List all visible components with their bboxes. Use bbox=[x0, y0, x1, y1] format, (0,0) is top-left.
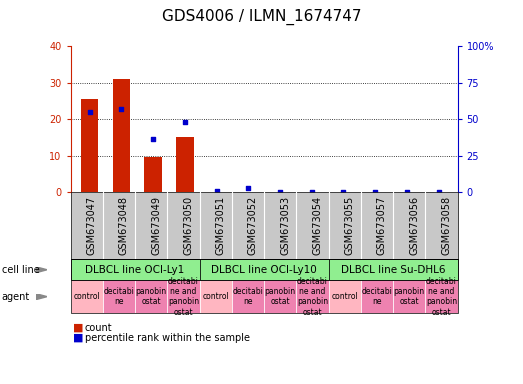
Text: GSM673049: GSM673049 bbox=[151, 196, 161, 255]
Point bbox=[85, 109, 94, 115]
Text: control: control bbox=[202, 292, 229, 301]
Text: GDS4006 / ILMN_1674747: GDS4006 / ILMN_1674747 bbox=[162, 9, 361, 25]
Text: decitabi
ne and
panobin
ostat: decitabi ne and panobin ostat bbox=[297, 276, 328, 317]
Text: control: control bbox=[332, 292, 358, 301]
Text: GSM673052: GSM673052 bbox=[248, 196, 258, 255]
Point bbox=[403, 189, 411, 195]
Text: decitabi
ne and
panobin
ostat: decitabi ne and panobin ostat bbox=[168, 276, 199, 317]
Text: GSM673048: GSM673048 bbox=[119, 196, 129, 255]
Point bbox=[149, 136, 157, 142]
Bar bbox=[144, 157, 162, 192]
Text: DLBCL line OCI-Ly1: DLBCL line OCI-Ly1 bbox=[85, 265, 185, 275]
Text: decitabi
ne: decitabi ne bbox=[361, 287, 392, 306]
Text: panobin
ostat: panobin ostat bbox=[135, 287, 167, 306]
Text: GSM673054: GSM673054 bbox=[313, 196, 323, 255]
Point bbox=[339, 189, 348, 195]
Bar bbox=[81, 99, 98, 192]
Text: panobin
ostat: panobin ostat bbox=[394, 287, 425, 306]
Polygon shape bbox=[36, 266, 47, 273]
Text: GSM673058: GSM673058 bbox=[441, 196, 451, 255]
Text: decitabi
ne and
panobin
ostat: decitabi ne and panobin ostat bbox=[426, 276, 457, 317]
Text: agent: agent bbox=[2, 291, 30, 302]
Text: GSM673050: GSM673050 bbox=[184, 196, 194, 255]
Text: percentile rank within the sample: percentile rank within the sample bbox=[85, 333, 249, 343]
Text: count: count bbox=[85, 323, 112, 333]
Point bbox=[308, 189, 316, 195]
Point bbox=[244, 185, 253, 191]
Bar bbox=[112, 79, 130, 192]
Text: control: control bbox=[73, 292, 100, 301]
Text: DLBCL line OCI-Ly10: DLBCL line OCI-Ly10 bbox=[211, 265, 317, 275]
Point bbox=[212, 187, 221, 194]
Point bbox=[276, 189, 284, 195]
Text: GSM673057: GSM673057 bbox=[377, 196, 387, 255]
Bar bbox=[176, 137, 194, 192]
Polygon shape bbox=[36, 294, 47, 300]
Text: decitabi
ne: decitabi ne bbox=[104, 287, 134, 306]
Text: decitabi
ne: decitabi ne bbox=[233, 287, 264, 306]
Text: DLBCL line Su-DHL6: DLBCL line Su-DHL6 bbox=[341, 265, 446, 275]
Text: GSM673055: GSM673055 bbox=[345, 196, 355, 255]
Text: GSM673047: GSM673047 bbox=[87, 196, 97, 255]
Point bbox=[371, 189, 379, 195]
Text: GSM673051: GSM673051 bbox=[216, 196, 226, 255]
Text: cell line: cell line bbox=[2, 265, 39, 275]
Point bbox=[117, 106, 126, 112]
Text: panobin
ostat: panobin ostat bbox=[265, 287, 296, 306]
Text: GSM673056: GSM673056 bbox=[409, 196, 419, 255]
Text: ■: ■ bbox=[73, 333, 84, 343]
Text: ■: ■ bbox=[73, 323, 84, 333]
Text: GSM673053: GSM673053 bbox=[280, 196, 290, 255]
Point bbox=[435, 189, 443, 195]
Point bbox=[180, 119, 189, 125]
